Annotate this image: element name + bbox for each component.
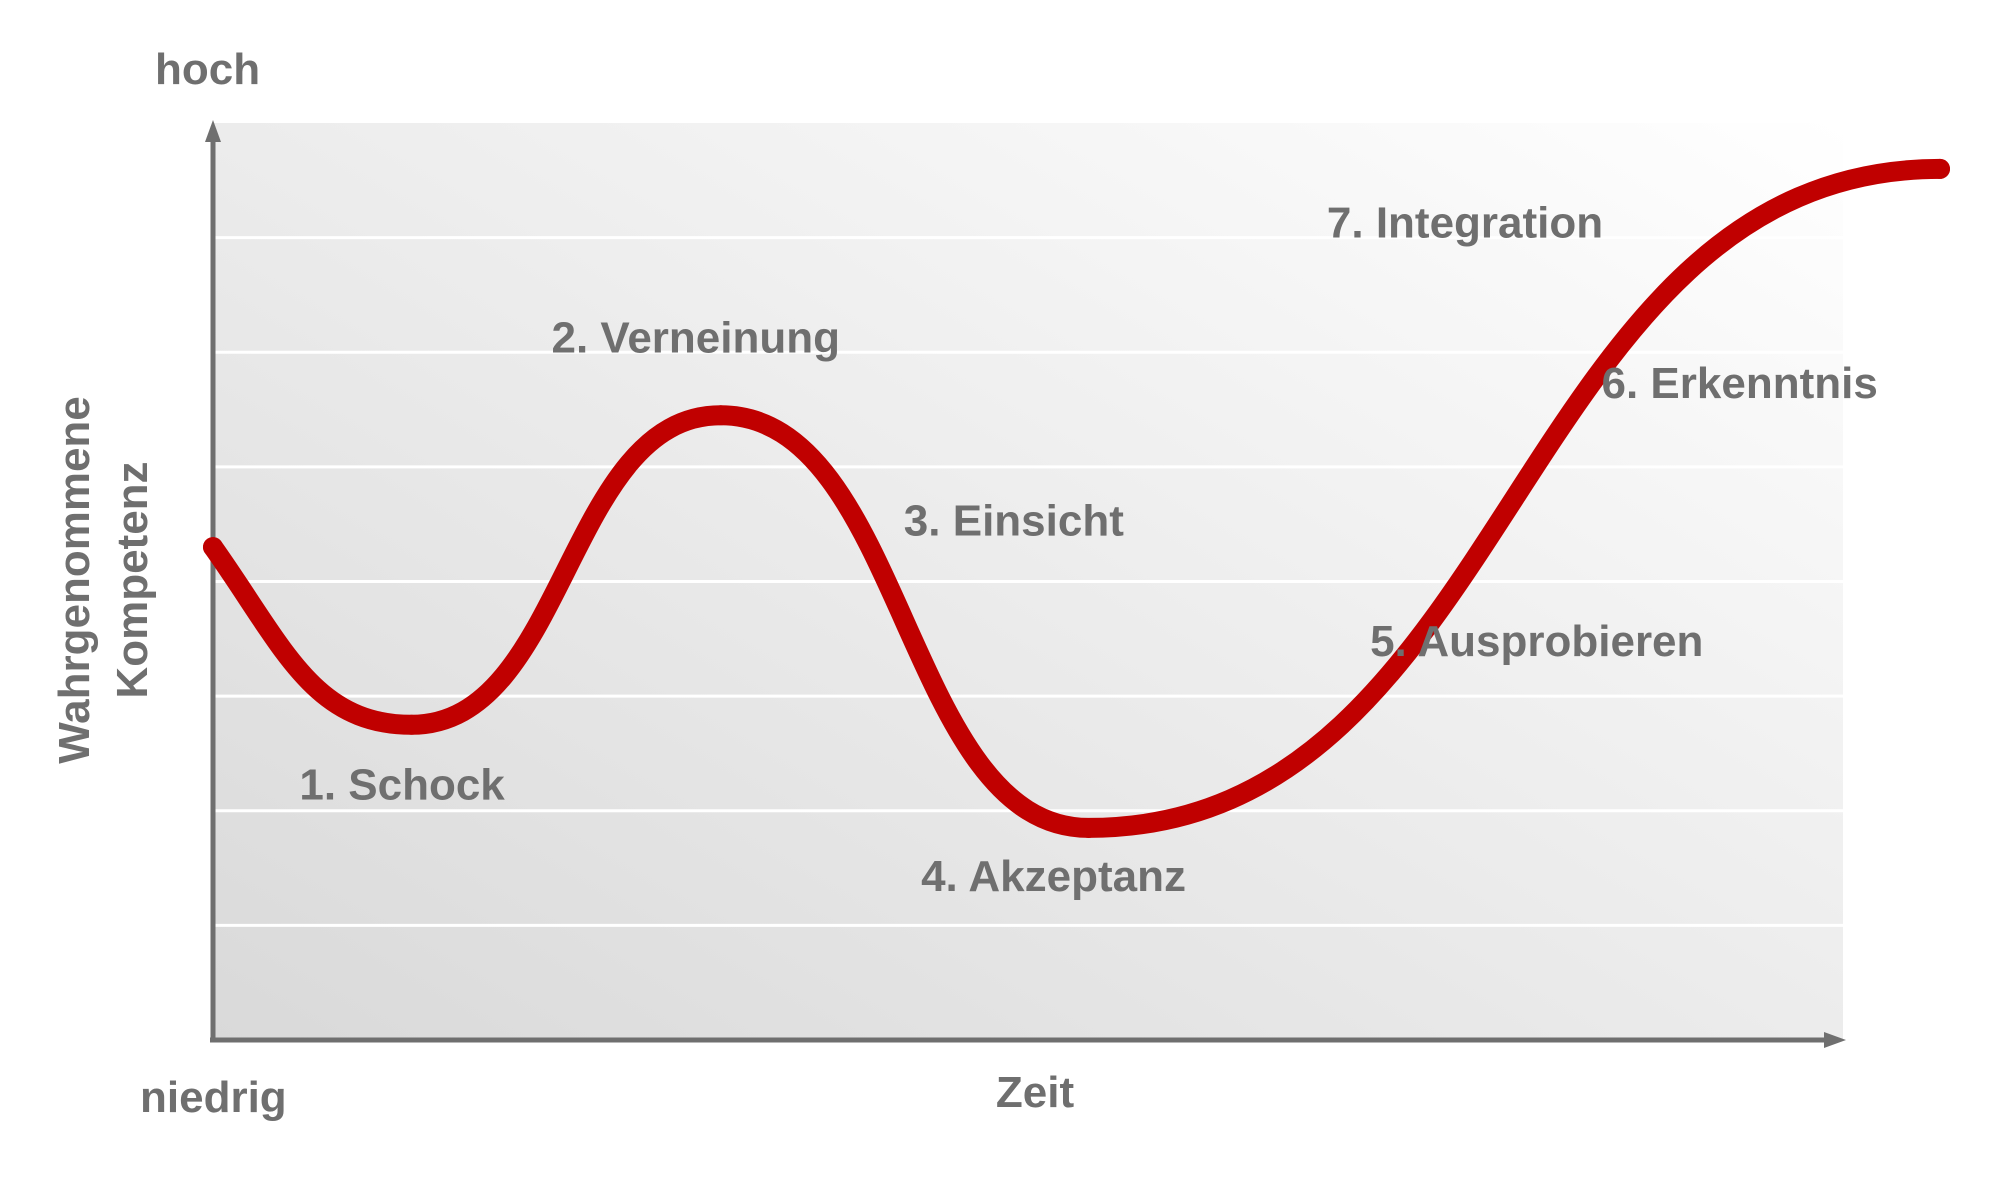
phase-label: 2. Verneinung xyxy=(551,313,840,362)
y-low-label: niedrig xyxy=(140,1073,287,1122)
phase-label: 4. Akzeptanz xyxy=(921,852,1186,901)
phase-label: 6. Erkenntnis xyxy=(1602,359,1878,408)
y-high-label: hoch xyxy=(155,45,260,94)
phase-label: 3. Einsicht xyxy=(904,497,1124,546)
series-points xyxy=(203,158,1950,838)
y-axis-label-line-2: Kompetenz xyxy=(108,461,157,698)
phase-label: 5. Ausprobieren xyxy=(1370,617,1703,666)
series-point xyxy=(203,537,223,558)
y-axis-arrow xyxy=(205,120,221,142)
phase-label: 1. Schock xyxy=(299,760,505,809)
series-point xyxy=(401,714,422,735)
series-point xyxy=(1930,158,1950,179)
x-axis-label: Zeit xyxy=(996,1068,1075,1117)
phase-labels: 1. Schock 2. Verneinung 3. Einsicht 4. Akze… xyxy=(299,199,1877,901)
y-axis-label-line-1: Wahrgenommene xyxy=(50,396,99,764)
x-axis-arrow xyxy=(1824,1032,1846,1048)
series-point xyxy=(710,405,731,426)
phase-label: 7. Integration xyxy=(1327,199,1603,248)
y-axis-label: Wahrgenommene Kompetenz xyxy=(50,396,157,764)
series-point xyxy=(1078,817,1099,838)
